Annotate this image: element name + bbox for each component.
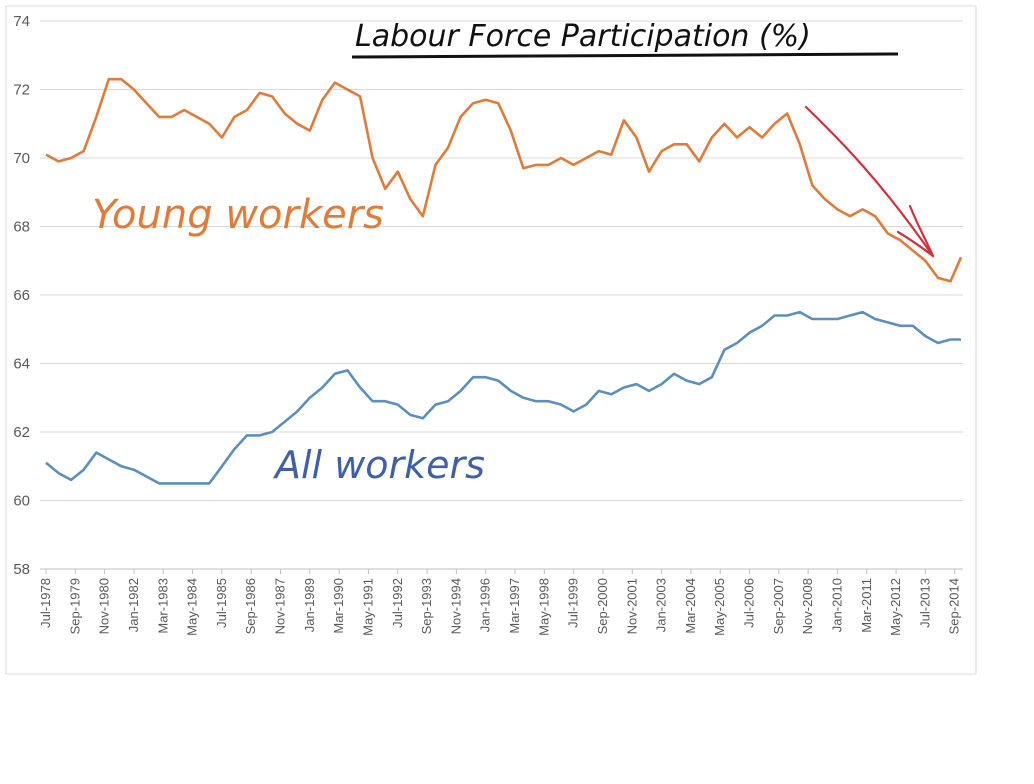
x-tick-label: Mar-1997 — [507, 578, 522, 634]
x-tick-label: Jul-1999 — [566, 578, 581, 628]
x-tick-label: Mar-2011 — [859, 578, 874, 633]
y-tick-label: 72 — [13, 82, 30, 99]
x-tick-label: Jul-1985 — [214, 578, 229, 628]
x-tick-label: Sep-1986 — [243, 578, 258, 634]
x-tick-label: Jan-2003 — [654, 578, 669, 632]
y-tick-label: 60 — [13, 493, 30, 510]
x-tick-label: Sep-1979 — [67, 578, 82, 634]
y-tick-label: 62 — [13, 424, 30, 441]
x-tick-label: Nov-1994 — [448, 578, 463, 634]
chart-frame — [6, 6, 976, 674]
x-tick-label: Jul-2006 — [742, 578, 757, 628]
title-underline — [352, 54, 898, 57]
x-tick-label: Jan-2010 — [829, 578, 844, 632]
series-line-young-workers — [46, 79, 961, 281]
y-tick-label: 74 — [13, 13, 30, 30]
gridlines — [40, 21, 963, 569]
x-tick-label: Jul-1992 — [390, 578, 405, 628]
x-tick-label: Nov-2008 — [800, 578, 815, 634]
y-tick-label: 70 — [13, 150, 30, 167]
x-tick-label: May-1984 — [185, 578, 200, 636]
x-tick-label: Jan-1989 — [302, 578, 317, 632]
series-line-all-workers — [46, 312, 961, 483]
x-axis: Jul-1978 Sep-1979 Nov-1980 Jan-1982 Mar-1983… — [38, 569, 962, 636]
x-tick-label: Nov-2001 — [624, 578, 639, 634]
x-tick-label: Sep-2007 — [771, 578, 786, 634]
x-tick-label: Mar-1983 — [155, 578, 170, 634]
x-tick-label: Mar-1990 — [331, 578, 346, 634]
x-tick-label: Jul-2013 — [917, 578, 932, 628]
x-tick-label: Sep-1993 — [419, 578, 434, 634]
x-tick-label: Jan-1982 — [126, 578, 141, 632]
all-workers-annotation: All workers — [272, 443, 485, 487]
chart-title: Labour Force Participation (%) — [355, 19, 811, 54]
x-tick-label: May-1998 — [536, 578, 551, 636]
x-tick-label: May-2012 — [888, 578, 903, 636]
y-tick-label: 58 — [13, 561, 30, 578]
x-tick-label: Mar-2004 — [683, 578, 698, 634]
x-tick-label: Nov-1980 — [97, 578, 112, 634]
x-tick-label: Sep-2000 — [595, 578, 610, 634]
y-tick-label: 66 — [13, 287, 30, 304]
y-tick-label: 64 — [13, 356, 30, 373]
x-tick-label: May-2005 — [712, 578, 727, 636]
x-tick-label: Jan-1996 — [478, 578, 493, 632]
series-layer — [46, 79, 961, 483]
x-tick-label: Nov-1987 — [273, 578, 288, 634]
x-tick-label: May-1991 — [360, 578, 375, 636]
young-workers-annotation: Young workers — [92, 192, 384, 238]
x-tick-label: Sep-2014 — [947, 578, 962, 634]
y-axis: 58 60 62 64 66 68 70 72 74 — [13, 13, 30, 578]
decline-arrow-icon — [806, 107, 933, 256]
y-tick-label: 68 — [13, 219, 30, 236]
x-tick-label: Jul-1978 — [38, 578, 53, 628]
